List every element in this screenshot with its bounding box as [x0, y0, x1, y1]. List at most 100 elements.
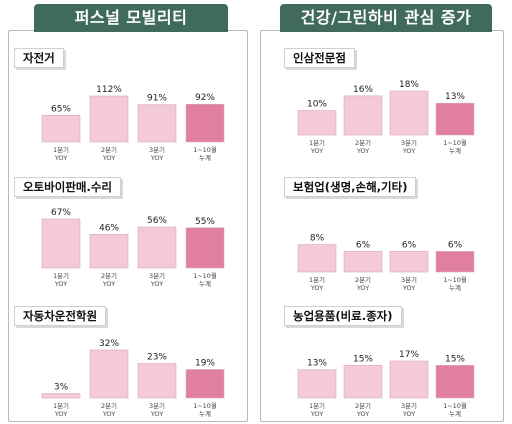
left-column-title: 퍼스널 모빌리티 [34, 4, 228, 32]
category-label: 1분기 [309, 275, 325, 284]
category-label: 누계 [199, 279, 211, 288]
bar [185, 103, 225, 143]
bar-value-label: 3% [54, 383, 69, 393]
category-label: 1분기 [309, 138, 325, 147]
bar [297, 110, 337, 136]
category-label: YOY [356, 410, 369, 418]
bar-value-label: 56% [147, 216, 167, 226]
bar-value-label: 17% [399, 350, 419, 360]
category-label: YOY [310, 410, 323, 418]
category-label: 2분기 [101, 401, 117, 410]
category-label: YOY [356, 284, 369, 292]
category-label: 3분기 [149, 401, 165, 410]
category-label: 3분기 [401, 275, 417, 284]
bar [185, 227, 225, 269]
category-label: YOY [310, 147, 323, 155]
category-label: YOY [54, 410, 67, 418]
bar [435, 102, 475, 136]
category-label: 2분기 [355, 401, 371, 410]
chart-title-insurance: 보험업(생명,손해,기타) [284, 177, 417, 197]
category-label: 2분기 [101, 271, 117, 280]
category-label: 누계 [199, 153, 211, 162]
bar [389, 360, 429, 399]
bar [435, 365, 475, 399]
category-label: 1분기 [309, 401, 325, 410]
category-label: 1~10월 [193, 271, 217, 280]
category-label: 3분기 [149, 145, 165, 154]
category-label: 1분기 [53, 271, 69, 280]
bar [137, 226, 177, 269]
bar-value-label: 91% [147, 94, 167, 104]
bar-value-label: 92% [195, 93, 215, 103]
category-label: YOY [54, 280, 67, 288]
bar-value-label: 10% [307, 100, 327, 110]
bar-value-label: 6% [402, 240, 417, 250]
bar [297, 244, 337, 273]
chart-title-farm-supplies: 농업용품(비료.종자) [284, 306, 402, 326]
category-label: YOY [356, 147, 369, 155]
category-label: 1~10월 [443, 138, 467, 147]
bar-value-label: 55% [195, 217, 215, 227]
category-label: YOY [150, 410, 163, 418]
category-label: 1~10월 [193, 401, 217, 410]
bar-value-label: 112% [96, 85, 122, 95]
category-label: 누계 [449, 283, 461, 292]
category-label: 1분기 [53, 401, 69, 410]
category-label: 누계 [449, 409, 461, 418]
bar-value-label: 8% [310, 234, 325, 244]
bar-value-label: 13% [307, 359, 327, 369]
category-label: 3분기 [401, 138, 417, 147]
chart-title-motorcycle: 오토바이판매.수리 [14, 177, 122, 197]
category-label: 3분기 [149, 271, 165, 280]
bar [41, 393, 81, 399]
category-label: 누계 [199, 409, 211, 418]
right-column: 건강/그린하비 관심 증가 [260, 0, 504, 424]
bar-value-label: 67% [51, 208, 71, 218]
category-label: YOY [54, 154, 67, 162]
right-column-title: 건강/그린하비 관심 증가 [280, 4, 492, 32]
bar [435, 251, 475, 273]
category-label: 누계 [449, 146, 461, 155]
bar [41, 218, 81, 269]
bar [89, 349, 129, 399]
bar-value-label: 13% [445, 92, 465, 102]
bar-value-label: 16% [353, 85, 373, 95]
bar-value-label: 19% [195, 359, 215, 369]
right-column-box [260, 30, 504, 422]
category-label: YOY [102, 280, 115, 288]
category-label: 1~10월 [443, 275, 467, 284]
bar [343, 365, 383, 399]
bar [343, 95, 383, 136]
chart-title-bicycle: 자전거 [14, 48, 64, 68]
bar [185, 369, 225, 399]
category-label: YOY [102, 410, 115, 418]
bar [389, 90, 429, 136]
bar-value-label: 15% [353, 354, 373, 364]
category-label: 2분기 [101, 145, 117, 154]
category-label: YOY [402, 410, 415, 418]
bar [89, 234, 129, 269]
bar [343, 251, 383, 273]
category-label: 1~10월 [443, 401, 467, 410]
bar-value-label: 6% [356, 240, 371, 250]
bar [41, 115, 81, 143]
category-label: 2분기 [355, 275, 371, 284]
bar [137, 104, 177, 143]
category-label: 1분기 [53, 145, 69, 154]
category-label: 1~10월 [193, 145, 217, 154]
category-label: YOY [310, 284, 323, 292]
chart-title-ginseng: 인삼전문점 [284, 48, 355, 68]
bar-value-label: 18% [399, 80, 419, 90]
category-label: YOY [402, 147, 415, 155]
category-label: YOY [150, 154, 163, 162]
category-label: YOY [402, 284, 415, 292]
bar-value-label: 15% [445, 354, 465, 364]
bar [389, 251, 429, 273]
bar-value-label: 6% [448, 240, 463, 250]
category-label: 2분기 [355, 138, 371, 147]
